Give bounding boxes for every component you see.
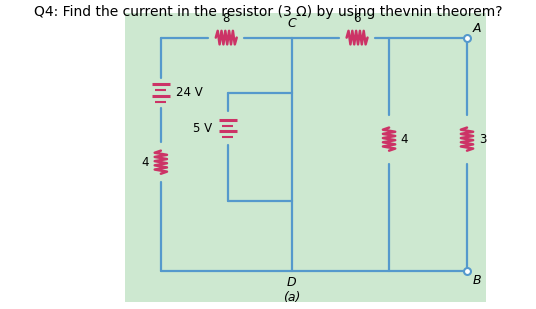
Text: A: A [473, 22, 481, 35]
Text: B: B [473, 274, 481, 287]
Text: 5 V: 5 V [193, 122, 212, 135]
Text: 6: 6 [353, 12, 361, 25]
Text: (a): (a) [283, 291, 300, 304]
Text: 8: 8 [222, 12, 230, 25]
Text: 24 V: 24 V [176, 87, 203, 99]
Text: 4: 4 [142, 156, 149, 169]
Text: 3: 3 [479, 133, 486, 146]
Text: D: D [287, 276, 296, 289]
FancyBboxPatch shape [125, 13, 487, 302]
Text: C: C [287, 17, 296, 30]
Text: 4: 4 [401, 133, 408, 146]
Text: Q4: Find the current in the resistor (3 Ω) by using thevnin theorem?: Q4: Find the current in the resistor (3 … [34, 5, 502, 19]
